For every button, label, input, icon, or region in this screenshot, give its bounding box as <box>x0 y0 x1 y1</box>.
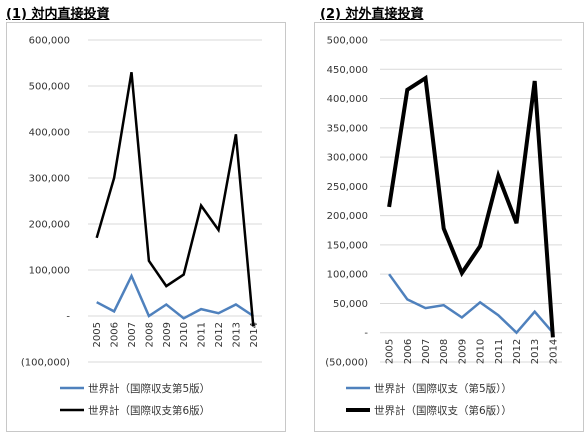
chart2-xtick-label: 2007 <box>421 339 432 364</box>
chart2-xtick-label: 2005 <box>385 339 396 364</box>
chart2-ytick-label: 100,000 <box>327 270 368 281</box>
chart2-xtick-label: 2010 <box>476 339 487 364</box>
chart2-xtick-label: 2008 <box>439 339 450 364</box>
chart2-xtick-label: 2014 <box>548 339 559 364</box>
chart2-ytick-label: 300,000 <box>327 153 368 164</box>
chart2-series-line-2 <box>389 78 553 337</box>
chart2-legend-label-1: 世界計（国際収支（第5版）） <box>374 382 512 395</box>
chart2-ytick-label: 350,000 <box>327 123 368 134</box>
chart2-ytick-label: 450,000 <box>327 65 368 76</box>
chart2-ytick-label: 50,000 <box>333 299 368 310</box>
chart2-ytick-label: 400,000 <box>327 94 368 105</box>
chart2-ytick-label: 250,000 <box>327 182 368 193</box>
chart2-ytick-label: 500,000 <box>327 36 368 47</box>
chart2-xtick-label: 2013 <box>530 339 541 364</box>
chart2-ytick-label: 200,000 <box>327 211 368 222</box>
chart2-xtick-label: 2009 <box>457 339 468 364</box>
chart2-ytick-label: (50,000) <box>325 358 368 369</box>
chart2-xtick-label: 2006 <box>403 339 414 364</box>
chart2-xtick-label: 2011 <box>494 339 505 364</box>
chart2-ytick-label: - <box>364 328 368 339</box>
chart2-xtick-label: 2012 <box>512 339 523 364</box>
chart2-ytick-label: 150,000 <box>327 240 368 251</box>
chart2-legend-label-2: 世界計（国際収支（第6版）） <box>374 404 512 417</box>
